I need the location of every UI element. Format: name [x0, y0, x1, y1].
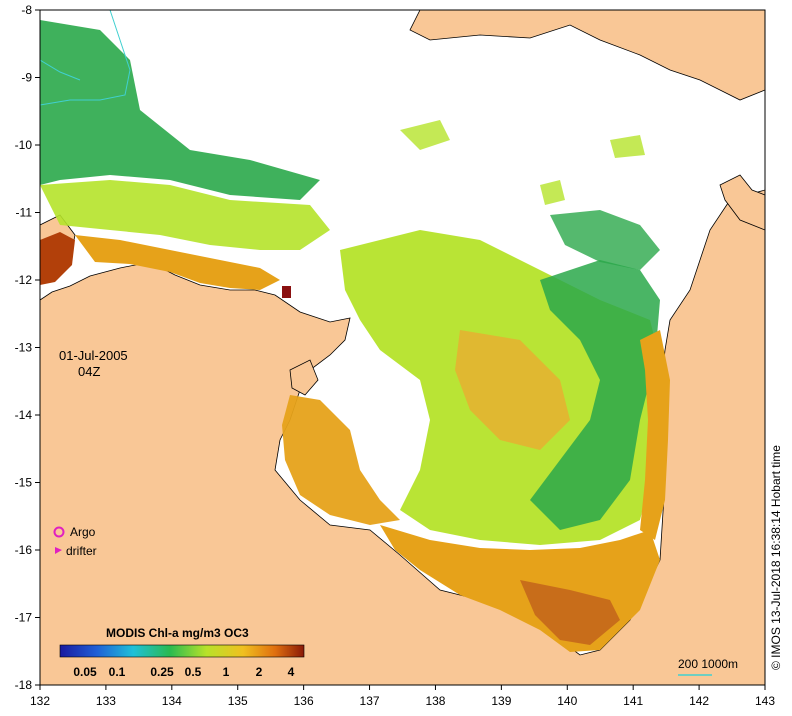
y-tick-label: -14	[15, 408, 33, 422]
time-label: 04Z	[78, 364, 100, 379]
y-tick-label: -11	[16, 206, 33, 220]
chl-east-coast-orange	[640, 330, 670, 540]
x-tick-label: 132	[30, 694, 50, 708]
drifter-label: drifter	[66, 544, 97, 558]
x-tick-label: 133	[96, 694, 116, 708]
colorbar-title: MODIS Chl-a mg/m3 OC3	[106, 626, 249, 640]
y-tick-label: -9	[21, 71, 32, 85]
chl-north-bits	[400, 120, 645, 205]
x-tick-label: 143	[755, 694, 775, 708]
colorbar-tick-label: 1	[223, 665, 230, 679]
chl-gulf-green	[530, 260, 660, 530]
colorbar-tick-label: 0.05	[73, 665, 97, 679]
y-tick-label: -12	[15, 273, 33, 287]
colorbar-tick-label: 4	[288, 665, 295, 679]
x-tick-label: 140	[557, 694, 577, 708]
land-new-guinea	[409, 10, 765, 101]
date-label: 01-Jul-2005	[59, 348, 128, 363]
land-arnhem	[40, 189, 765, 685]
chl-cobourg-brown	[40, 232, 75, 285]
land-cape-york	[719, 174, 765, 231]
x-tick-label: 137	[360, 694, 380, 708]
scale-label: 200 1000m	[678, 657, 738, 671]
x-tick-label: 139	[491, 694, 511, 708]
x-tick-label: 142	[689, 694, 709, 708]
bathymetry-contour	[40, 10, 131, 106]
drifter-icon	[55, 547, 62, 554]
x-tick-label: 136	[294, 694, 314, 708]
credit-text: © IMOS 13-Jul-2018 16:38:14 Hobart time	[769, 445, 783, 670]
y-tick-label: -18	[15, 678, 33, 692]
y-tick-label: -8	[21, 3, 32, 17]
chl-west-green	[40, 20, 320, 200]
chl-gulf-center-orange	[455, 330, 570, 450]
x-tick-label: 134	[162, 694, 182, 708]
colorbar-tick-label: 0.25	[150, 665, 174, 679]
y-tick-label: -15	[15, 476, 33, 490]
chl-coast-orange	[75, 235, 280, 290]
chl-west-coast-orange	[282, 395, 400, 525]
axis-ticks: 132 133 134 135 136 137 138 139 140 141 142 143-8-9…	[15, 3, 776, 708]
chl-south-brown	[520, 580, 620, 645]
coast-marker	[282, 286, 291, 298]
x-tick-label: 135	[228, 694, 248, 708]
colorbar-tick-label: 2	[256, 665, 263, 679]
y-tick-label: -10	[15, 138, 33, 152]
colorbar-tick-label: 0.1	[109, 665, 126, 679]
y-tick-label: -13	[15, 341, 33, 355]
colorbar-labels: 0.05 0.1 0.25 0.5 1 2 4	[73, 665, 294, 679]
y-tick-label: -17	[15, 611, 33, 625]
argo-label: Argo	[70, 525, 96, 539]
land-groote	[289, 359, 319, 396]
y-tick-label: -16	[15, 543, 33, 557]
x-tick-label: 141	[623, 694, 643, 708]
colorbar	[59, 644, 305, 658]
x-tick-label: 138	[425, 694, 445, 708]
colorbar-tick-label: 0.5	[185, 665, 202, 679]
chl-gulf-east-green	[550, 210, 660, 270]
chl-west-yellow	[40, 180, 330, 250]
argo-icon	[53, 526, 65, 538]
bathymetry-contour-2	[40, 59, 81, 81]
